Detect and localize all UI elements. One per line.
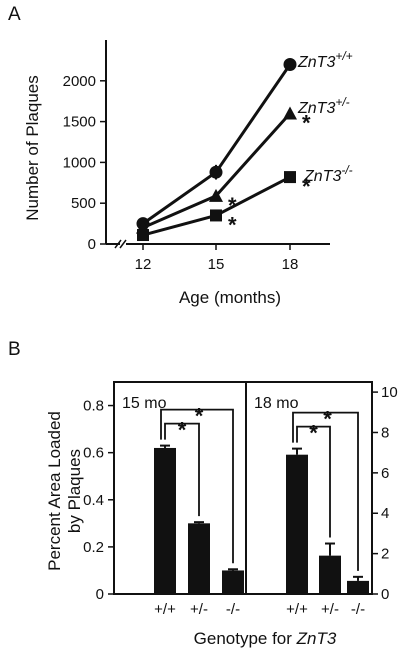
panel-b-left-tick-label: 0.6 <box>83 445 104 462</box>
panel-b-significance-bracket <box>292 411 359 571</box>
panel-b-right-tick-label: 0 <box>381 586 389 603</box>
panel-b-bar <box>319 555 341 594</box>
series-name-base: ZnT3 <box>297 100 335 117</box>
panel-a-square-marker <box>210 209 222 222</box>
panel-letter-a: A <box>8 4 21 25</box>
panel-a-triangle-marker <box>209 188 223 202</box>
panel-b-xlabel-prefix: Genotype for <box>194 629 297 648</box>
panel-b-right-tick-label: 4 <box>381 505 389 522</box>
panel-a-triangle-marker <box>283 106 297 120</box>
panel-b-significance-star: * <box>178 418 187 443</box>
panel-a-y-tick-label: 1000 <box>63 154 96 171</box>
panel-b-ylabel-line-1: Percent Area Loaded <box>45 411 64 571</box>
panel-a-series-label: ZnT3+/+ <box>297 49 353 71</box>
panel-b-significance-bracket <box>296 425 331 538</box>
panel-a-significance-star: * <box>302 110 311 135</box>
panel-a-square-marker <box>284 171 296 184</box>
panel-b-significance-star: * <box>323 407 332 432</box>
panel-a-series-line <box>142 175 291 237</box>
series-name-superscript: -/- <box>341 163 352 177</box>
panel-b-significance-star: * <box>309 421 318 446</box>
panel-a-ylabel: Number of Plaques <box>23 75 42 221</box>
panel-a-x-tick-label: 12 <box>135 256 152 273</box>
panel-a-square-marker <box>137 229 149 242</box>
series-name-superscript: +/+ <box>335 49 352 63</box>
panel-b-bar <box>154 447 176 594</box>
panel-b-xlabel-gene: ZnT3 <box>296 629 337 648</box>
panel-b-right-tick-label: 6 <box>381 465 389 482</box>
panel-b-significance-star: * <box>195 404 204 429</box>
panel-letter-b: B <box>8 339 21 360</box>
panel-a-series-label: ZnT3+/- <box>297 95 350 117</box>
panel-b-bar <box>222 570 244 594</box>
series-name-base: ZnT3 <box>303 168 341 185</box>
panel-a-y-tick-label: 1500 <box>63 114 96 131</box>
panel-a-y-tick-label: 0 <box>88 236 96 253</box>
panel-b-category-label: -/- <box>226 601 240 618</box>
panel-a-axis-break-mark <box>119 239 127 249</box>
panel-b-ylabel-line-2: by Plaques <box>65 449 84 533</box>
panel-b-left-tick-label: 0.2 <box>83 539 104 556</box>
panel-b-category-label: -/- <box>351 601 365 618</box>
panel-a-xlabel: Age (months) <box>179 288 281 307</box>
series-name-superscript: +/- <box>335 95 349 109</box>
panel-a-axis-break-mark <box>114 239 122 249</box>
panel-a-x-tick-label: 15 <box>208 256 225 273</box>
panel-a-y-tick-label: 2000 <box>63 73 96 90</box>
panel-b-group-label: 18 mo <box>254 395 299 412</box>
panel-b-category-label: +/+ <box>286 601 308 618</box>
panel-b-left-tick-label: 0 <box>96 586 104 603</box>
panel-b-left-tick-label: 0.8 <box>83 398 104 415</box>
panel-b-bar-chart: Percent Area Loaded by Plaques Genotype … <box>45 381 398 648</box>
panel-b-right-tick-label: 10 <box>381 384 398 401</box>
panel-b-bar <box>286 454 308 594</box>
panel-a-circle-marker <box>209 165 223 179</box>
panel-b-xlabel: Genotype for ZnT3 <box>194 629 337 648</box>
panel-a-series-label: ZnT3-/- <box>303 163 353 185</box>
panel-a-significance-star: * <box>302 174 311 199</box>
panel-b-right-tick-label: 2 <box>381 546 389 563</box>
panel-b-right-tick-label: 8 <box>381 424 389 441</box>
panel-b-significance-bracket <box>160 408 234 564</box>
panel-b-bar <box>347 580 369 594</box>
panel-b-group-label: 15 mo <box>122 395 167 412</box>
panel-b-category-label: +/+ <box>154 601 176 618</box>
panel-a-x-tick-label: 18 <box>282 256 299 273</box>
panel-a-line-chart: Number of Plaques Age (months) 0 500 1000 1… <box>23 40 353 307</box>
panel-b-left-tick-label: 0.4 <box>83 492 104 509</box>
panel-b-category-label: +/- <box>190 601 208 618</box>
panel-b-bar <box>188 523 210 594</box>
panel-a-circle-marker <box>283 57 297 71</box>
panel-a-y-tick-label: 500 <box>71 195 96 212</box>
panel-b-category-label: +/- <box>321 601 339 618</box>
panel-b-significance-bracket <box>164 422 200 517</box>
panel-a-significance-star: * <box>228 212 237 237</box>
series-name-base: ZnT3 <box>297 54 335 71</box>
